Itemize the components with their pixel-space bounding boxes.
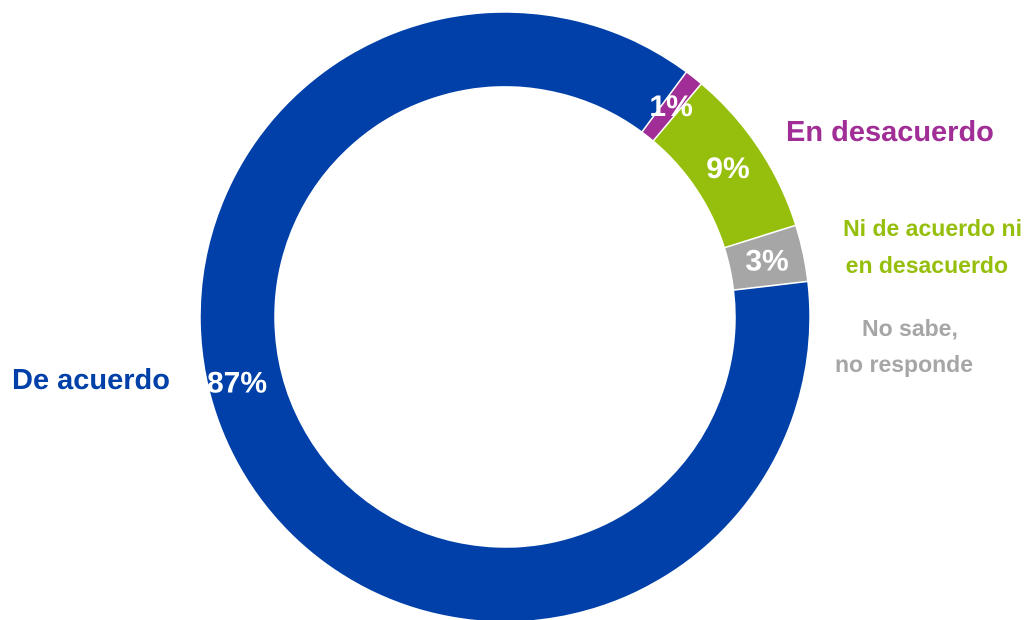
slice-de-acuerdo: [199, 11, 811, 620]
legend-en-desacuerdo: En desacuerdo: [786, 116, 994, 148]
legend-ni-de-acuerdo-line1: Ni de acuerdo ni: [843, 215, 1022, 241]
value-label-ni-de-acuerdo-ni-en-desacuerdo: 9%: [706, 152, 749, 185]
value-label-en-desacuerdo: 1%: [649, 90, 692, 123]
value-label-de-acuerdo: 87%: [207, 367, 267, 400]
legend-de-acuerdo: De acuerdo: [12, 364, 170, 396]
legend-no-sabe-line2: no responde: [835, 351, 974, 377]
legend-ni-de-acuerdo-line2: en desacuerdo: [845, 252, 1008, 278]
value-label-no-sabe-no-responde: 3%: [745, 244, 788, 277]
legend-no-sabe-line1: No sabe,: [862, 315, 958, 341]
